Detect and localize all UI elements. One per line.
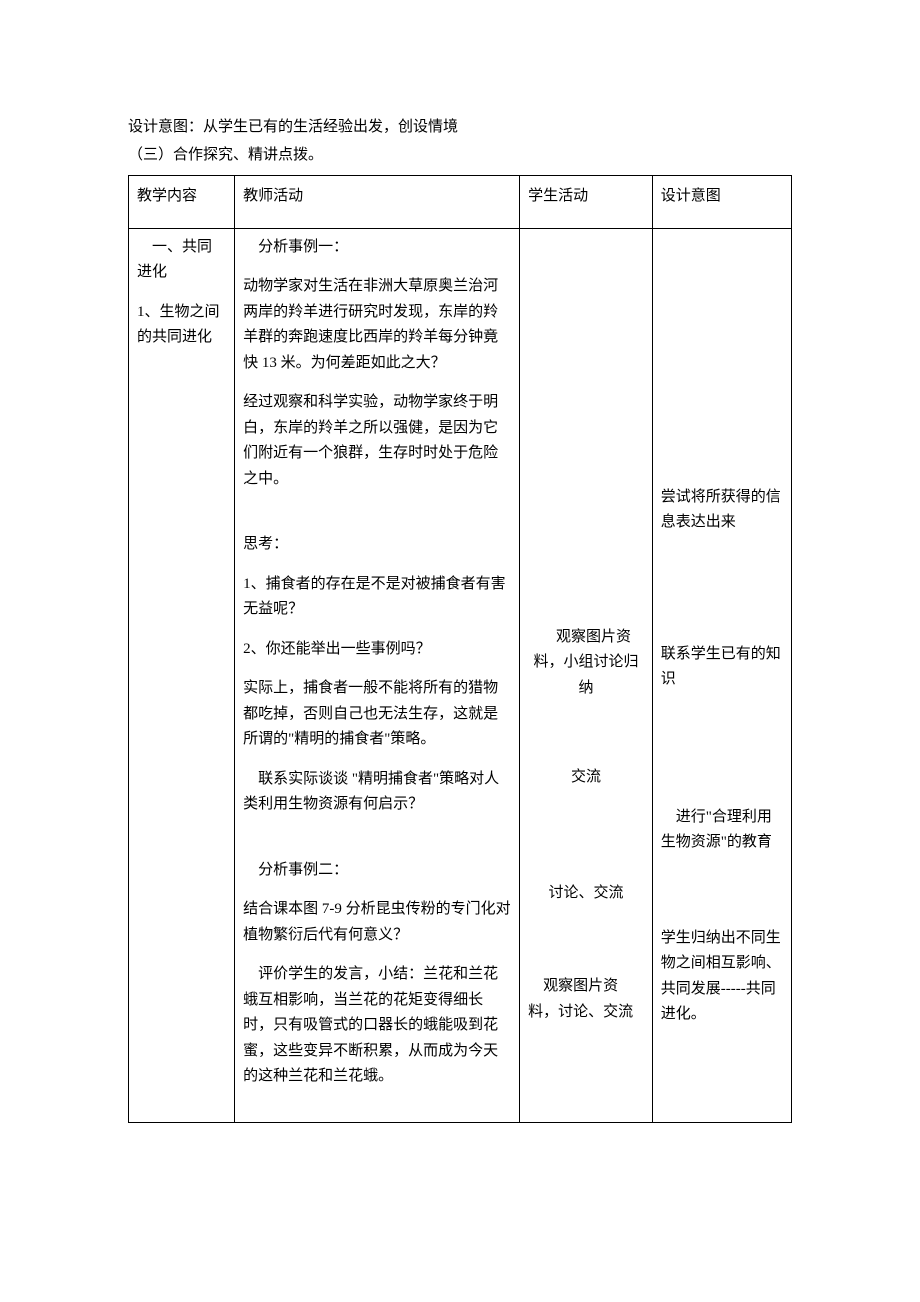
teacher-case1-body1: 动物学家对生活在非洲大草原奥兰治河两岸的羚羊进行研究时发现，东岸的羚羊群的奔跑速… [243,274,511,376]
cell-student-activity: 观察图片资料，小组讨论归纳 交流 讨论、交流 观察图片资料，讨论、交流 [520,228,653,1122]
content-topic-1-1: 1、生物之间的共同进化 [137,300,226,351]
teacher-think-title: 思考： [243,532,511,558]
intent-coevolution-summary: 学生归纳出不同生物之间相互影响、共同发展-----共同进化。 [661,856,783,1028]
header-design-intent: 设计意图 [652,176,791,229]
content-topic-1: 一、共同进化 [137,235,226,286]
student-exchange: 交流 [528,701,644,791]
teacher-think-q2: 2、你还能举出一些事例吗？ [243,637,511,663]
lesson-plan-table: 教学内容 教师活动 学生活动 设计意图 一、共同进化 1、生物之间的共同进化 分… [128,175,792,1123]
cell-teaching-content: 一、共同进化 1、生物之间的共同进化 [129,228,235,1122]
intent-resource-education: 进行"合理利用生物资源"的教育 [661,693,783,856]
student-discuss-exchange: 讨论、交流 [528,791,644,907]
cell-design-intent: 尝试将所获得的信息表达出来 联系学生已有的知识 进行"合理利用生物资源"的教育 … [652,228,791,1122]
teacher-think-q1: 1、捕食者的存在是不是对被捕食者有害无益呢？ [243,572,511,623]
student-observe-discuss: 观察图片资料，小组讨论归纳 [528,235,644,702]
teacher-summary: 评价学生的发言，小结：兰花和兰花蛾互相影响，当兰花的花矩变得细长时，只有吸管式的… [243,962,511,1090]
header-student-activity: 学生活动 [520,176,653,229]
intent-link-knowledge: 联系学生已有的知识 [661,536,783,693]
intent-express-info: 尝试将所获得的信息表达出来 [661,235,783,536]
cell-teacher-activity: 分析事例一： 动物学家对生活在非洲大草原奥兰治河两岸的羚羊进行研究时发现，东岸的… [235,228,520,1122]
design-intent-line: 设计意图：从学生已有的生活经验出发，创设情境 [128,115,792,139]
section-title: （三）合作探究、精讲点拨。 [128,143,792,167]
teacher-case1-title: 分析事例一： [243,235,511,261]
teacher-explain: 实际上，捕食者一般不能将所有的猎物都吃掉，否则自己也无法生存，这就是所谓的"精明… [243,676,511,753]
teacher-case2-q: 结合课本图 7-9 分析昆虫传粉的专门化对植物繁衍后代有何意义？ [243,897,511,948]
teacher-case2-title: 分析事例二： [243,858,511,884]
header-teaching-content: 教学内容 [129,176,235,229]
teacher-case1-body2: 经过观察和科学实验，动物学家终于明白，东岸的羚羊之所以强健，是因为它们附近有一个… [243,390,511,492]
teacher-prompt: 联系实际谈谈 "精明捕食者"策略对人类利用生物资源有何启示？ [243,767,511,818]
table-body-row: 一、共同进化 1、生物之间的共同进化 分析事例一： 动物学家对生活在非洲大草原奥… [129,228,792,1122]
student-observe-discuss-2: 观察图片资料，讨论、交流 [528,906,644,1025]
table-header-row: 教学内容 教师活动 学生活动 设计意图 [129,176,792,229]
header-teacher-activity: 教师活动 [235,176,520,229]
